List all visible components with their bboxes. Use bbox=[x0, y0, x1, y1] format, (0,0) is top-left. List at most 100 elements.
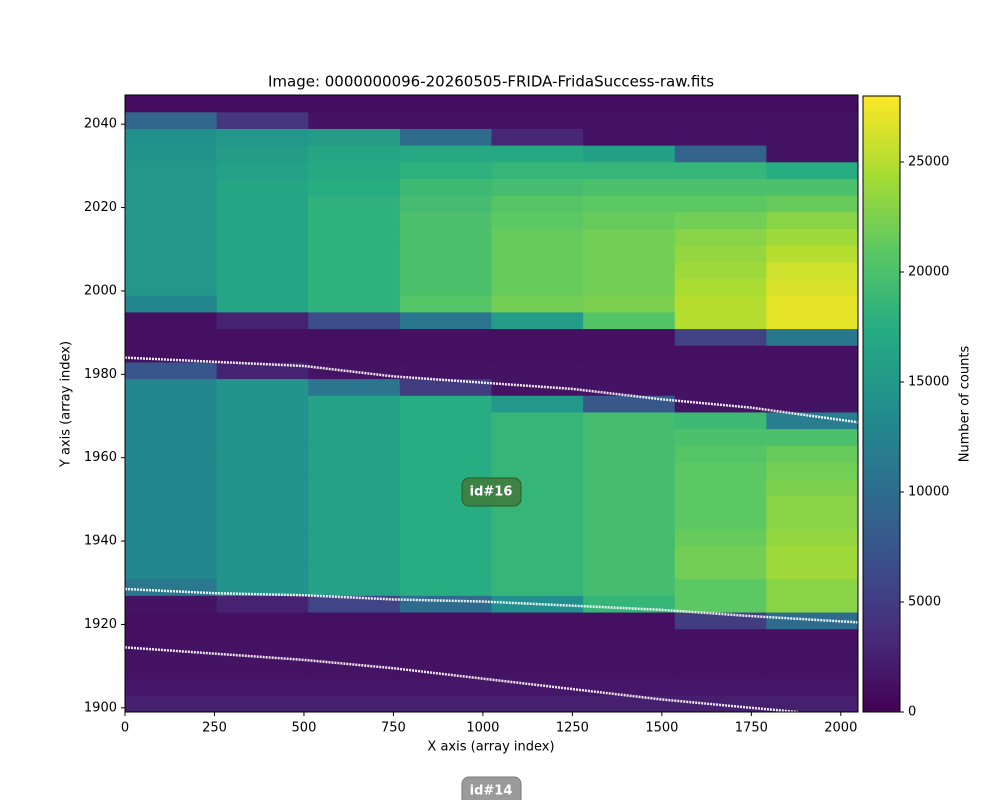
annotation-badge[interactable]: id#16 bbox=[461, 477, 522, 507]
image-cell bbox=[766, 528, 858, 546]
image-cell bbox=[308, 428, 401, 446]
image-cell bbox=[216, 278, 309, 296]
image-cell bbox=[216, 295, 309, 313]
image-cell bbox=[216, 661, 309, 680]
image-cell bbox=[674, 678, 767, 696]
image-cell bbox=[216, 478, 309, 496]
image-cell bbox=[216, 128, 309, 146]
image-cell bbox=[216, 561, 309, 580]
image-cell bbox=[674, 628, 767, 646]
image-cell bbox=[491, 545, 584, 563]
image-cell bbox=[125, 95, 218, 113]
image-cell bbox=[491, 395, 584, 413]
badge-label[interactable]: id#16 bbox=[470, 485, 513, 500]
image-cell bbox=[491, 195, 584, 213]
image-cell bbox=[399, 578, 493, 596]
image-cell bbox=[216, 411, 309, 430]
y-tick-label: 1920 bbox=[84, 617, 117, 632]
image-cell bbox=[308, 128, 401, 146]
x-tick-label: 0 bbox=[121, 721, 129, 736]
image-cell bbox=[125, 328, 218, 346]
image-cell bbox=[125, 495, 218, 513]
image-cell bbox=[583, 661, 676, 680]
colorbar bbox=[862, 95, 901, 713]
y-axis-label: Y axis (array index) bbox=[59, 341, 74, 468]
image-cell bbox=[399, 278, 493, 296]
image-cell bbox=[766, 561, 858, 580]
image-cell bbox=[583, 245, 676, 263]
image-cell bbox=[125, 345, 218, 363]
image-cell bbox=[766, 628, 858, 646]
image-cell bbox=[308, 678, 401, 696]
image-cell bbox=[125, 678, 218, 696]
image-cell bbox=[308, 145, 401, 163]
image-cell bbox=[674, 195, 767, 213]
image-cell bbox=[125, 311, 218, 330]
image-cell bbox=[583, 361, 676, 380]
image-cell bbox=[766, 278, 858, 296]
image-cell bbox=[491, 278, 584, 296]
image-cell bbox=[308, 495, 401, 513]
image-cell bbox=[216, 345, 309, 363]
image-cell bbox=[583, 278, 676, 296]
image-cell bbox=[674, 661, 767, 680]
image-cell bbox=[491, 261, 584, 280]
image-cell bbox=[674, 161, 767, 179]
image-cell bbox=[766, 128, 858, 146]
image-cell bbox=[308, 228, 401, 246]
image-cell bbox=[308, 628, 401, 646]
image-cell bbox=[766, 361, 858, 380]
image-cell bbox=[125, 611, 218, 630]
image-cell bbox=[766, 378, 858, 396]
y-tick-label: 1940 bbox=[84, 534, 117, 549]
image-cell bbox=[583, 545, 676, 563]
image-cell bbox=[308, 295, 401, 313]
image-cell bbox=[125, 478, 218, 496]
image-cell bbox=[674, 261, 767, 280]
image-cell bbox=[583, 511, 676, 530]
image-cell bbox=[583, 428, 676, 446]
image-cell bbox=[766, 645, 858, 663]
image-cell bbox=[308, 278, 401, 296]
colorbar-tick-label: 10000 bbox=[908, 485, 949, 500]
image-cell bbox=[308, 695, 401, 712]
image-cell bbox=[674, 211, 767, 230]
badge-label[interactable]: id#14 bbox=[470, 784, 513, 799]
image-cell bbox=[491, 411, 584, 430]
image-cell bbox=[674, 278, 767, 296]
y-tick-label: 1900 bbox=[84, 700, 117, 715]
axes-frame bbox=[124, 94, 859, 713]
image-cell bbox=[674, 95, 767, 113]
image-cell bbox=[216, 695, 309, 712]
image-cell bbox=[491, 578, 584, 596]
annotation-badge[interactable]: id#14 bbox=[461, 776, 522, 804]
image-cell bbox=[766, 545, 858, 563]
image-cell bbox=[216, 595, 309, 613]
x-axis-label: X axis (array index) bbox=[427, 740, 554, 755]
image-cell bbox=[491, 311, 584, 330]
x-tick-label: 250 bbox=[202, 721, 227, 736]
image-cell bbox=[583, 645, 676, 663]
image-cell bbox=[399, 445, 493, 463]
image-cell bbox=[125, 545, 218, 563]
image-cell bbox=[308, 578, 401, 596]
image-cell bbox=[766, 511, 858, 530]
image-cell bbox=[216, 211, 309, 230]
image-cell bbox=[583, 595, 676, 613]
image-cell bbox=[125, 661, 218, 680]
image-cell bbox=[125, 528, 218, 546]
image-cell bbox=[125, 278, 218, 296]
image-cell bbox=[766, 328, 858, 346]
image-cell bbox=[674, 511, 767, 530]
image-cell bbox=[216, 311, 309, 330]
image-cell bbox=[583, 611, 676, 630]
image-cell bbox=[308, 445, 401, 463]
colorbar-tick-label: 25000 bbox=[908, 155, 949, 170]
image-cell bbox=[491, 445, 584, 463]
image-cell bbox=[216, 545, 309, 563]
image-cell bbox=[399, 328, 493, 346]
badge-box[interactable] bbox=[461, 477, 522, 507]
badge-box[interactable] bbox=[461, 776, 522, 804]
image-cell bbox=[583, 111, 676, 129]
image-cell bbox=[399, 645, 493, 663]
